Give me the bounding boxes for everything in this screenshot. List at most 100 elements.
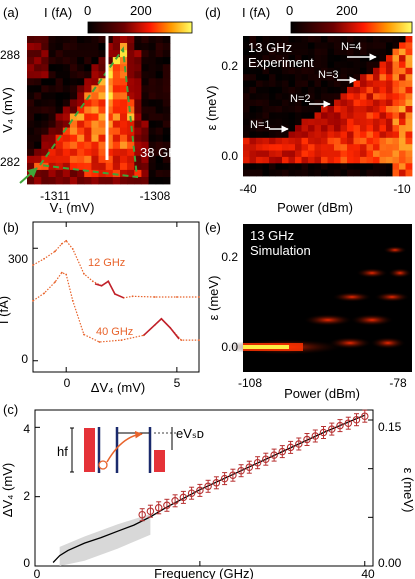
panel-c-xtick-40: 40 <box>361 567 375 579</box>
heatmap-cell <box>295 74 302 81</box>
heatmap-cell <box>334 163 341 171</box>
heatmap-cell <box>308 55 315 62</box>
heatmap-cell <box>48 127 57 135</box>
heatmap-cell <box>120 78 128 86</box>
heatmap-cell <box>249 48 257 56</box>
heatmap-cell <box>366 137 374 145</box>
panel-c: (c) hf eVₛᴅ 4 2 0 ΔV₄ (mV) 0.15 0.00 ε (… <box>0 402 415 579</box>
panel-c-ytick-right-0.15: 0.15 <box>378 420 402 434</box>
heatmap-cell <box>288 80 296 88</box>
heatmap-cell <box>314 131 322 139</box>
heatmap-cell <box>48 162 57 171</box>
heatmap-cell <box>314 156 322 164</box>
heatmap-cell <box>275 48 283 56</box>
heatmap-cell <box>55 50 64 58</box>
heatmap-cell <box>321 67 328 75</box>
heatmap-cell <box>84 134 92 143</box>
heatmap-cell <box>162 64 171 72</box>
heatmap-cell <box>321 150 328 158</box>
heatmap-cell <box>91 134 99 143</box>
heatmap-cell <box>91 64 99 72</box>
heatmap-cell <box>262 169 270 177</box>
heatmap-cell <box>148 78 157 86</box>
heatmap-cell <box>353 137 361 145</box>
heatmap-cell <box>314 106 322 113</box>
heatmap-cell <box>340 99 348 107</box>
data-point <box>71 248 74 250</box>
heatmap-cell <box>301 42 309 50</box>
heatmap-cell <box>321 86 328 94</box>
heatmap-cell <box>301 156 309 164</box>
heatmap-cell <box>134 134 142 143</box>
heatmap-cell <box>105 162 114 171</box>
heatmap-cell <box>373 125 380 132</box>
panel-c-xlabel: Frequency (GHz) <box>154 566 254 579</box>
heatmap-cell <box>321 112 328 120</box>
heatmap-cell <box>373 93 380 101</box>
heatmap-cell <box>314 55 322 62</box>
panel-a-heatmap-cells <box>27 36 171 185</box>
heatmap-cell <box>353 55 361 62</box>
heatmap-cell <box>360 99 367 107</box>
heatmap-cell <box>41 99 49 107</box>
heatmap-cell <box>41 43 49 51</box>
heatmap-cell <box>353 112 361 120</box>
heatmap-cell <box>27 36 35 44</box>
panel-a-label: (a) <box>3 5 19 20</box>
panel-d-title-line-1: 13 GHz <box>248 40 292 55</box>
heatmap-cell <box>295 86 302 94</box>
heatmap-cell <box>282 150 289 158</box>
heatmap-cell <box>399 42 406 50</box>
heatmap-cell <box>360 125 367 132</box>
heatmap-cell <box>48 50 57 58</box>
heatmap-cell <box>112 106 121 114</box>
heatmap-cell <box>62 162 71 171</box>
heatmap-cell <box>360 42 367 50</box>
heatmap-cell <box>262 150 270 158</box>
heatmap-cell <box>34 71 42 79</box>
heatmap-cell <box>98 148 107 157</box>
panel-a: (a) I (fA) 0 200 38 GHz 1288 1282 V₄ (mV… <box>0 3 193 215</box>
heatmap-cell <box>155 85 164 93</box>
heatmap-cell <box>162 92 171 100</box>
heatmap-cell <box>243 55 250 62</box>
heatmap-cell <box>295 144 302 151</box>
panel-c-xtick-0: 0 <box>34 567 41 579</box>
heatmap-cell <box>134 36 142 44</box>
heatmap-cell <box>262 156 270 164</box>
series-line-1 <box>32 271 199 343</box>
heatmap-cell <box>340 67 348 75</box>
heatmap-cell <box>288 112 296 120</box>
heatmap-cell <box>392 169 400 177</box>
heatmap-cell <box>256 131 263 139</box>
heatmap-cell <box>327 36 335 43</box>
heatmap-cell <box>262 74 270 81</box>
heatmap-cell <box>399 125 406 132</box>
data-point <box>65 239 68 242</box>
heatmap-cell <box>48 106 57 114</box>
heatmap-cell <box>379 55 387 62</box>
heatmap-cell <box>327 144 335 151</box>
heatmap-cell <box>127 92 135 100</box>
heatmap-cell <box>155 141 164 150</box>
heatmap-cell <box>249 125 257 132</box>
heatmap-cell <box>334 118 341 126</box>
heatmap-cell <box>141 120 149 128</box>
heatmap-cell <box>282 55 289 62</box>
heatmap-cell <box>162 57 171 65</box>
heatmap-cell <box>162 99 171 107</box>
heatmap-cell <box>282 112 289 120</box>
heatmap-cell <box>98 106 107 114</box>
heatmap-cell <box>134 141 142 150</box>
heatmap-cell <box>249 137 257 145</box>
heatmap-cell <box>155 50 164 58</box>
heatmap-cell <box>134 50 142 58</box>
heatmap-cell <box>127 134 135 143</box>
heatmap-cell <box>334 125 341 132</box>
heatmap-cell <box>249 106 257 113</box>
panel-d-colorbar-label: I (fA) <box>242 5 270 20</box>
heatmap-cell <box>308 86 315 94</box>
heatmap-cell <box>77 155 85 164</box>
heatmap-cell <box>69 57 78 65</box>
data-point <box>138 510 146 519</box>
